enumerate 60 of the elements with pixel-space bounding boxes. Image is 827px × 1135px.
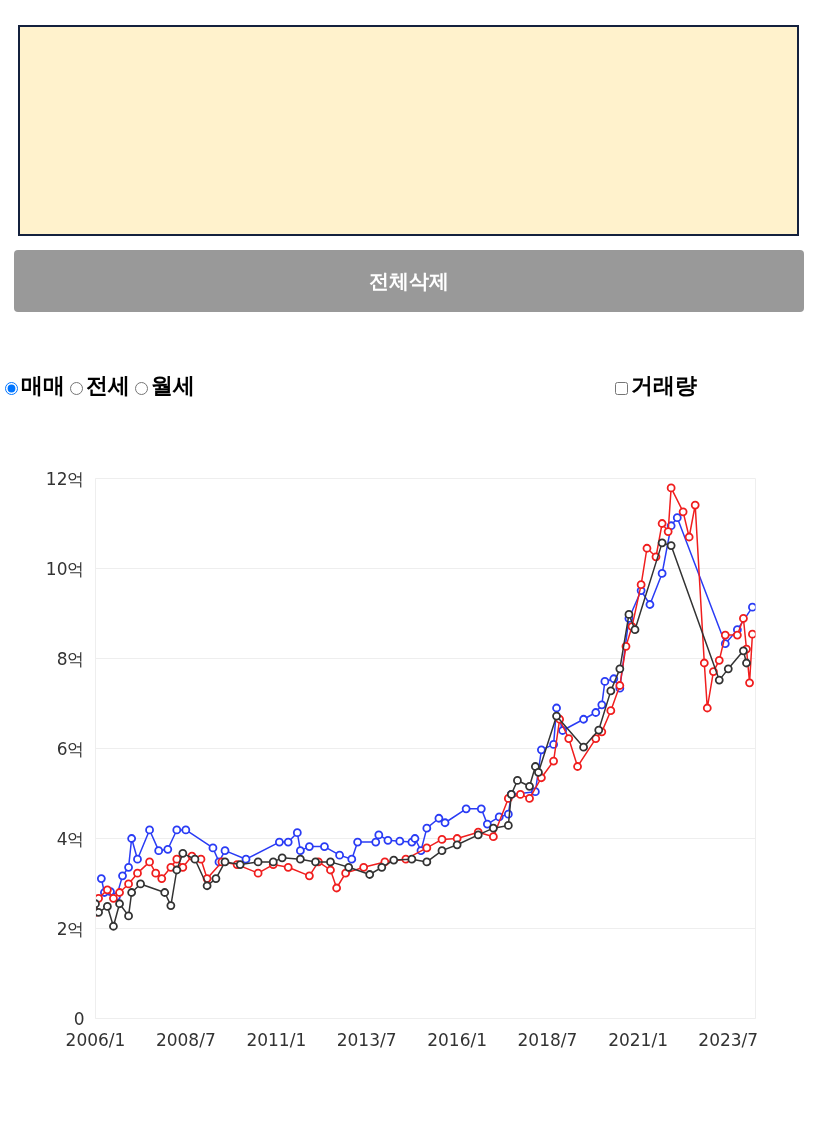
point	[211, 874, 221, 884]
point	[714, 676, 724, 685]
point	[452, 840, 462, 850]
point	[742, 659, 751, 668]
x-tick-label: 2021/1	[608, 1029, 668, 1050]
point	[377, 863, 387, 873]
y-tick-label: 10억	[45, 558, 85, 579]
point	[277, 853, 287, 863]
point	[513, 776, 522, 786]
point	[657, 538, 667, 548]
point	[136, 879, 145, 889]
point	[624, 610, 634, 620]
point	[437, 846, 447, 856]
x-tick-label: 2013/7	[336, 1029, 397, 1050]
point	[344, 863, 354, 873]
point	[488, 824, 498, 833]
point	[326, 857, 335, 867]
point	[503, 821, 513, 831]
y-tick-label: 8억	[56, 648, 85, 669]
y-tick-label: 12억	[45, 468, 85, 489]
y-tick-label: 2억	[56, 918, 85, 939]
y-tick-label: 0	[73, 1008, 85, 1029]
point	[422, 857, 432, 867]
x-tick-label: 2011/1	[246, 1029, 307, 1050]
point	[525, 782, 534, 792]
point	[115, 899, 124, 909]
point	[534, 768, 543, 778]
y-tick-label: 6억	[56, 738, 85, 759]
point	[127, 888, 137, 898]
point	[295, 855, 305, 865]
x-tick-label: 2008/7	[155, 1029, 216, 1050]
point	[253, 857, 263, 867]
point	[160, 888, 170, 898]
point	[389, 856, 399, 865]
text: 매매	[21, 373, 65, 398]
point	[579, 743, 588, 752]
text: 월세	[151, 373, 195, 398]
point	[552, 712, 561, 721]
point	[202, 881, 212, 891]
text: 전체삭제	[14, 250, 804, 312]
point	[190, 855, 200, 865]
point	[407, 855, 417, 865]
point	[172, 866, 182, 875]
point	[723, 664, 733, 674]
text: 전세	[86, 373, 130, 398]
y-tick-label: 4억	[56, 828, 85, 849]
x-tick-label: 2016/1	[427, 1029, 488, 1050]
point	[166, 901, 176, 911]
point	[124, 911, 133, 921]
x-tick-label: 2023/7	[698, 1029, 759, 1050]
point	[615, 664, 625, 674]
point	[102, 902, 112, 912]
text: 거래량	[631, 373, 697, 398]
point	[365, 870, 375, 880]
point	[666, 541, 676, 551]
x-tick-label: 2018/7	[517, 1029, 578, 1050]
point	[178, 849, 188, 859]
point	[109, 922, 118, 932]
x-tick-label: 2006/1	[65, 1029, 126, 1050]
point	[606, 686, 616, 696]
